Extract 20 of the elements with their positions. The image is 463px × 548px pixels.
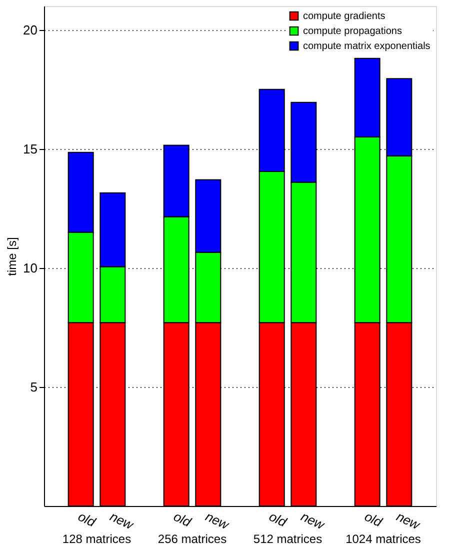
y-tick-label: 20 <box>23 22 38 38</box>
x-tick-label: old <box>76 508 99 530</box>
y-axis-title: time [s] <box>5 237 20 276</box>
text: 128 matrices <box>62 532 132 546</box>
x-tick-label: old <box>266 508 290 530</box>
x-tick-label: new <box>394 508 424 534</box>
x-tick-label: new <box>108 508 138 534</box>
text: 256 matrices <box>158 532 227 546</box>
legend-label: compute propagations <box>303 26 402 37</box>
text: 1024 matrices <box>346 532 421 546</box>
x-tick-label: old <box>362 508 386 530</box>
text: 512 matrices <box>253 532 322 546</box>
y-tick-label: 10 <box>23 260 38 276</box>
y-tick-label: 5 <box>30 379 38 394</box>
x-tick-label: new <box>203 508 233 534</box>
y-tick-label: 15 <box>23 141 38 156</box>
legend-label: compute gradients <box>303 11 386 22</box>
x-tick-label: old <box>171 508 194 530</box>
legend-label: compute matrix exponentials <box>303 41 430 52</box>
x-tick-label: new <box>298 508 328 534</box>
